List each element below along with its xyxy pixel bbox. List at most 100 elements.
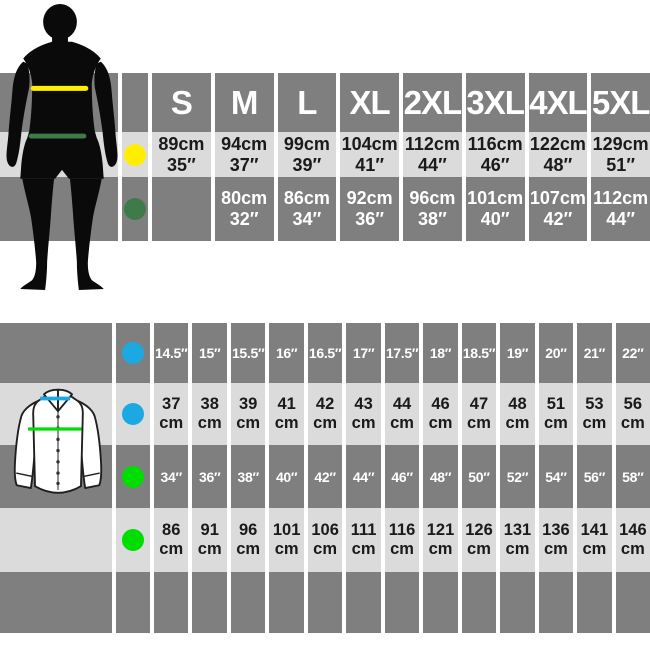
chest-inches-cell: 38″ — [230, 445, 266, 508]
chest-cm-lead-band — [0, 508, 112, 572]
size-header-cell: M — [214, 73, 274, 132]
empty-cell — [538, 572, 574, 633]
silhouette-left-leg — [20, 178, 55, 291]
empty-row-lead-band — [0, 572, 112, 633]
collar-cm-cell: 43 cm — [346, 383, 381, 445]
shirt-icon — [13, 388, 103, 494]
size-header-cell: L — [277, 73, 337, 132]
silhouette-right-leg — [69, 178, 104, 291]
chest-inches-cell: 40″ — [269, 445, 304, 508]
chest-measurement-cell: 89cm 35″ — [152, 132, 211, 177]
chest-cm-cell: 126 cm — [461, 508, 497, 572]
silhouette-torso — [20, 41, 104, 179]
size-header-cell: 4XL — [528, 73, 588, 132]
collar-inches-dot-cell — [116, 323, 150, 383]
bright-green-dot-icon — [122, 465, 144, 488]
chest-measurement-cell: 104cm 41″ — [340, 132, 399, 177]
collar-inches-cell: 22″ — [615, 323, 650, 383]
collar-inches-cells: 14.5″ 15″ 15.5″ 16″ 16.5″ 17″ 17.5″ 18″ 18.5″ 19″… — [154, 323, 650, 383]
chest-cm-cell: 141 cm — [577, 508, 612, 572]
chest-inches-cell: 54″ — [538, 445, 574, 508]
waist-measurement-cell: 96cm 38″ — [403, 177, 462, 241]
empty-cell — [577, 572, 612, 633]
waist-measurement-cell: 86cm 34″ — [277, 177, 337, 241]
collar-inches-cell: 19″ — [500, 323, 535, 383]
waist-measurement-cell — [152, 177, 211, 241]
chest-cm-cell: 146 cm — [615, 508, 650, 572]
chest-inches-cell: 56″ — [577, 445, 612, 508]
chest-measurement-row: 89cm 35″ 94cm 37″ 99cm 39″ 104cm 41″ 112cm 44″ 116… — [0, 132, 650, 177]
chest-inches-cells: 34″ 36″ 38″ 40″ 42″ 44″ 46″ 48″ 50″ 52″ 54″ 56″ 58″ — [154, 445, 650, 508]
bright-green-dot-icon — [122, 529, 144, 551]
empty-cell — [192, 572, 227, 633]
chest-cm-row: 86 cm 91 cm 96 cm 101 cm 106 cm 111 cm 116 cm 121 cm 126… — [0, 508, 650, 572]
size-header-cells: S M L XL 2XL 3XL 4XL 5XL — [152, 73, 650, 132]
collar-inches-cell: 18.5″ — [461, 323, 497, 383]
blue-dot-icon — [122, 403, 144, 425]
empty-cell — [615, 572, 650, 633]
chest-cm-cell: 96 cm — [230, 508, 266, 572]
size-header-cell: XL — [340, 73, 399, 132]
collar-cm-cell: 39 cm — [230, 383, 266, 445]
chest-measurement-cells: 89cm 35″ 94cm 37″ 99cm 39″ 104cm 41″ 112cm 44″ 116… — [152, 132, 650, 177]
chest-cm-cell: 136 cm — [538, 508, 574, 572]
size-header-cell: 5XL — [591, 73, 650, 132]
collar-cm-cell: 42 cm — [307, 383, 343, 445]
collar-cm-cell: 41 cm — [269, 383, 304, 445]
collar-inches-cell: 18″ — [423, 323, 458, 383]
collar-cm-cell: 38 cm — [192, 383, 227, 445]
chest-cm-cell: 111 cm — [346, 508, 381, 572]
empty-cell — [269, 572, 304, 633]
chest-inches-cell: 44″ — [346, 445, 381, 508]
body-size-table: S M L XL 2XL 3XL 4XL 5XL 89cm 35″ 94cm 37″ 99cm 39″ 1… — [0, 73, 650, 241]
empty-cell — [461, 572, 497, 633]
chest-inches-cell: 42″ — [307, 445, 343, 508]
man-silhouette-icon — [6, 3, 118, 291]
collar-cm-cell: 37 cm — [154, 383, 189, 445]
chest-cm-cell: 101 cm — [269, 508, 304, 572]
collar-cm-cells: 37 cm 38 cm 39 cm 41 cm 42 cm 43 cm 44 cm 46 cm 47 cm 48 cm… — [154, 383, 650, 445]
chest-cm-cell: 91 cm — [192, 508, 227, 572]
collar-cm-cell: 48 cm — [500, 383, 535, 445]
empty-row-cells — [154, 572, 650, 633]
empty-row-dot-spacer — [116, 572, 150, 633]
waist-row-dot-cell — [122, 177, 148, 241]
waist-measurement-cell: 101cm 40″ — [465, 177, 525, 241]
shirt-right-cuff-line — [84, 472, 100, 478]
empty-cell — [423, 572, 458, 633]
chest-measurement-cell: 116cm 46″ — [465, 132, 525, 177]
collar-inches-cell: 17.5″ — [384, 323, 420, 383]
blue-dot-icon — [122, 342, 144, 364]
collar-inches-cell: 21″ — [577, 323, 612, 383]
chest-cm-cell: 121 cm — [423, 508, 458, 572]
empty-cell — [154, 572, 189, 633]
collar-inches-cell: 16.5″ — [307, 323, 343, 383]
empty-cell — [346, 572, 381, 633]
chest-measurement-cell: 94cm 37″ — [214, 132, 274, 177]
waist-measurement-cell: 107cm 42″ — [528, 177, 588, 241]
collar-inches-cell: 14.5″ — [154, 323, 189, 383]
chest-row-dot-cell — [122, 132, 148, 177]
waist-measurement-cell: 92cm 36″ — [340, 177, 399, 241]
chest-inches-cell: 52″ — [500, 445, 535, 508]
chest-inches-dot-cell — [116, 445, 150, 508]
empty-cell — [384, 572, 420, 633]
collar-inches-cell: 16″ — [269, 323, 304, 383]
waist-measurement-cell: 112cm 44″ — [591, 177, 650, 241]
chest-inches-cell: 50″ — [461, 445, 497, 508]
collar-cm-cell: 51 cm — [538, 383, 574, 445]
empty-bottom-row — [0, 572, 650, 633]
chest-cm-dot-cell — [116, 508, 150, 572]
empty-cell — [230, 572, 266, 633]
dark-green-dot-icon — [124, 198, 146, 220]
chest-cm-cell: 131 cm — [500, 508, 535, 572]
silhouette-neck — [52, 31, 68, 45]
chest-inches-cell: 34″ — [154, 445, 189, 508]
silhouette-head — [43, 3, 77, 40]
yellow-dot-icon — [124, 143, 146, 166]
collar-cm-cell: 47 cm — [461, 383, 497, 445]
waist-measurement-cells: 80cm 32″ 86cm 34″ 92cm 36″ 96cm 38″ 101cm 40″ 107c… — [152, 177, 650, 241]
collar-inches-cell: 15″ — [192, 323, 227, 383]
size-header-cell: S — [152, 73, 211, 132]
